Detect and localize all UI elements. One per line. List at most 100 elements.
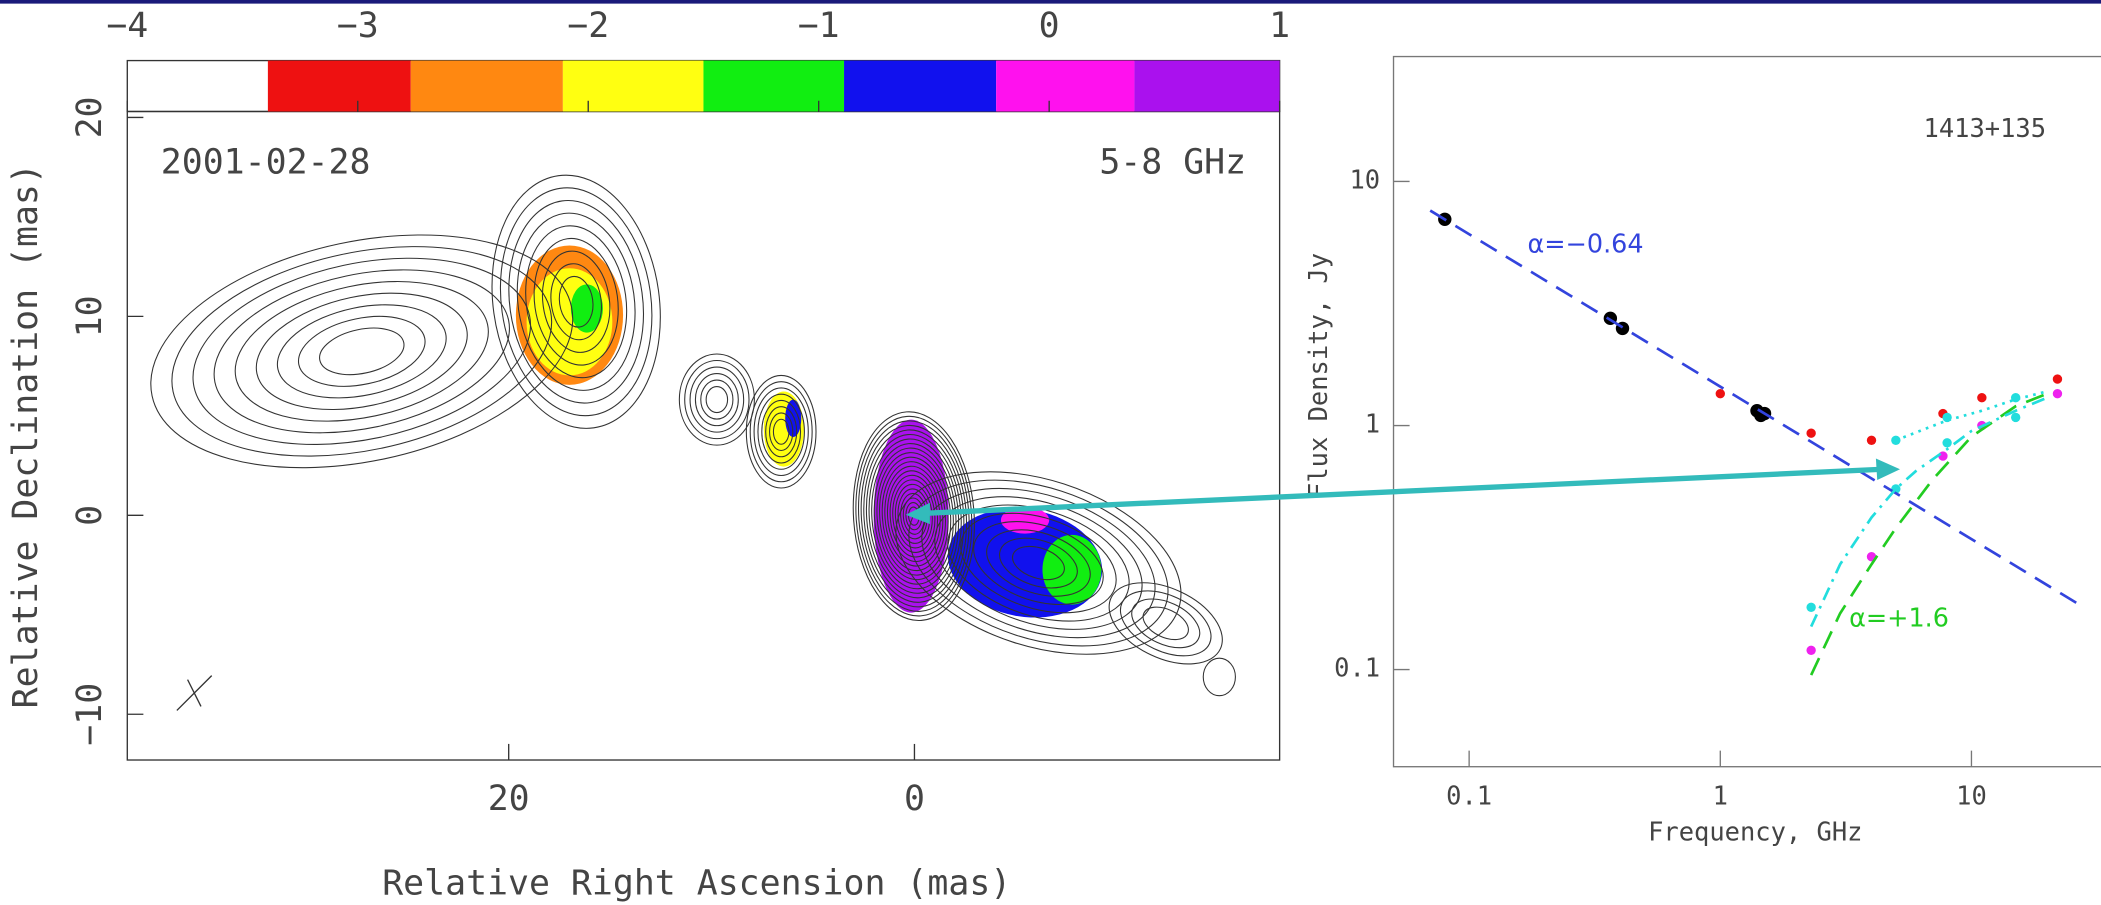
contour xyxy=(1108,582,1223,665)
contour xyxy=(525,225,628,379)
fit-line xyxy=(1429,209,2085,609)
contour xyxy=(753,387,809,477)
spectrum-frame xyxy=(1392,55,2101,768)
data-point xyxy=(1806,602,1816,612)
contour xyxy=(255,292,468,411)
contour xyxy=(1142,606,1189,641)
contour xyxy=(499,187,653,417)
data-point xyxy=(2010,412,2021,423)
x-tick-label: 0 xyxy=(904,779,925,819)
contour xyxy=(234,280,489,422)
contour xyxy=(960,512,1117,614)
contour xyxy=(700,379,734,420)
colorbar-tick-label: 0 xyxy=(1039,6,1060,46)
colorbar-segment xyxy=(703,60,845,112)
fit-line xyxy=(1895,390,2048,442)
contour xyxy=(986,529,1091,597)
contour xyxy=(973,521,1104,606)
arrow-head xyxy=(1875,458,1901,480)
contour xyxy=(772,418,790,445)
contour xyxy=(150,234,574,469)
data-point xyxy=(1866,435,1877,445)
source-name: 1413+135 xyxy=(1924,114,2047,144)
contour xyxy=(999,537,1078,589)
colorbar-segment xyxy=(1134,60,1280,112)
spectral-index-patch xyxy=(570,284,603,333)
contour xyxy=(765,406,798,458)
contour xyxy=(491,174,661,429)
contour xyxy=(689,366,745,433)
colorbar-tick-label: −4 xyxy=(106,6,148,46)
contour xyxy=(694,373,739,427)
contour xyxy=(541,250,611,353)
contour xyxy=(678,353,755,446)
contour xyxy=(761,399,802,464)
map-band: 5-8 GHz xyxy=(1099,143,1246,183)
colorbar-segment xyxy=(996,60,1135,112)
arrow-head xyxy=(905,502,930,525)
beam-marker xyxy=(176,675,213,711)
y-tick-label: −10 xyxy=(70,683,110,746)
data-point xyxy=(2052,374,2063,384)
y-tick-label: 10 xyxy=(1349,165,1380,195)
colorbar-segment xyxy=(410,60,563,112)
contour xyxy=(533,237,619,366)
x-tick-label: 1 xyxy=(1713,782,1728,812)
contour xyxy=(171,246,553,457)
map-area xyxy=(150,174,1236,697)
colorbar-segment xyxy=(267,60,411,112)
spectrum-area: 0.1 1 10 0.1 1 10 xyxy=(1334,165,2085,812)
contour xyxy=(749,381,813,483)
colorbar-segment xyxy=(844,60,997,112)
colorbar-tick-label: −2 xyxy=(567,6,609,46)
contour xyxy=(705,386,729,414)
contour xyxy=(558,275,594,328)
y-tick-label: 10 xyxy=(70,295,110,337)
data-point xyxy=(1806,428,1816,438)
contour xyxy=(1119,590,1212,657)
contour xyxy=(921,487,1156,639)
alpha-label: α=+1.6 xyxy=(1849,603,1949,633)
contour xyxy=(947,504,1130,622)
colorbar-segment xyxy=(562,60,704,112)
contour xyxy=(769,412,794,452)
fit-line xyxy=(1809,392,2048,676)
spectral-index-patch xyxy=(785,399,802,438)
contour xyxy=(319,327,405,376)
data-point xyxy=(1942,438,1952,448)
colorbar-tick-label: −3 xyxy=(337,6,379,46)
contour xyxy=(684,359,750,440)
contour xyxy=(1202,657,1236,697)
alpha-label: α=−0.64 xyxy=(1528,229,1644,259)
y-tick-label: 1 xyxy=(1365,410,1380,440)
spectrum-y-label: Flux Density, Jy xyxy=(1304,253,1334,498)
contour xyxy=(516,212,636,391)
contour xyxy=(508,199,645,404)
data-point xyxy=(2052,389,2063,399)
y-tick-label: 0 xyxy=(70,505,110,526)
contour xyxy=(192,257,532,445)
contour xyxy=(297,315,426,387)
spectrum-x-label: Frequency, GHz xyxy=(1648,818,1862,848)
y-tick-label: 0.1 xyxy=(1334,654,1380,684)
contour xyxy=(895,471,1182,655)
contour xyxy=(745,374,817,489)
map-date: 2001-02-28 xyxy=(161,143,371,183)
y-tick-label: 20 xyxy=(70,96,110,138)
contour xyxy=(550,263,602,341)
x-tick-label: 20 xyxy=(488,779,530,819)
colorbar-tick-label: 1 xyxy=(1269,6,1290,46)
x-tick-label: 0.1 xyxy=(1446,782,1492,812)
contour xyxy=(213,269,510,434)
data-point xyxy=(1806,645,1816,655)
contour xyxy=(276,304,447,399)
contour xyxy=(908,479,1169,647)
fit-line xyxy=(1809,396,2048,628)
colorbar-tick-label: −1 xyxy=(798,6,840,46)
contour xyxy=(1011,545,1065,581)
data-point xyxy=(1977,393,1987,403)
map-y-label: Relative Declination (mas) xyxy=(6,163,46,708)
x-tick-label: 10 xyxy=(1956,782,1987,812)
map-x-label: Relative Right Ascension (mas) xyxy=(382,864,1011,904)
